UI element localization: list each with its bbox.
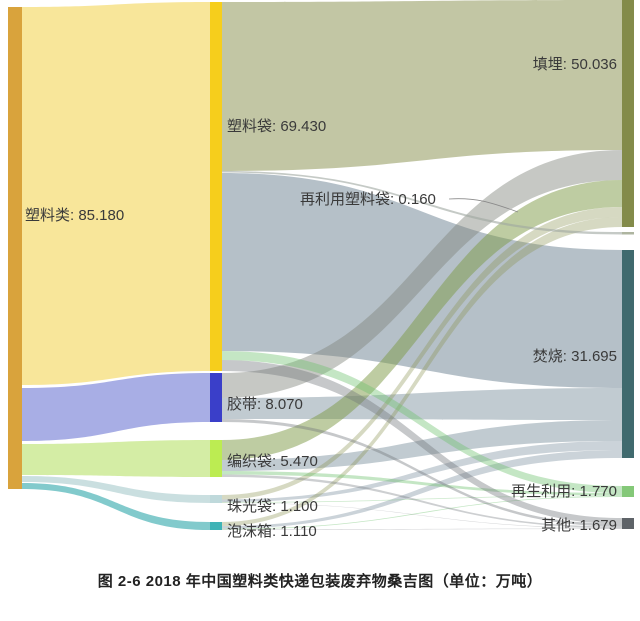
flow-pearl-bag-other [222, 502, 622, 529]
figure-caption: 图 2-6 2018 年中国塑料类快递包装废弃物桑吉图（单位：万吨） [97, 573, 543, 590]
flow-plastic-bag-reused-plastic-bag [222, 171, 622, 235]
node-label-plastic-bag: 塑料袋: 69.430 [227, 118, 326, 135]
node-plastic-bag [210, 2, 222, 371]
node-plastic-total [8, 7, 22, 489]
flow-woven-bag-recycling [222, 471, 622, 496]
sankey-diagram: 塑料类: 85.180 塑料袋: 69.430 胶带: 8.070 编织袋: 5.47… [8, 0, 634, 540]
node-recycling [622, 486, 634, 497]
node-label-incineration: 焚烧: 31.695 [533, 348, 617, 365]
flow-plastic-bag-recycling [222, 351, 622, 493]
node-foam-box [210, 522, 222, 530]
flow-plastic-bag-incineration [222, 173, 622, 388]
node-landfill [622, 0, 634, 227]
node-label-woven-bag: 编织袋: 5.470 [227, 453, 318, 470]
flow-plastic-total-woven-bag [22, 440, 210, 477]
node-label-reused-plastic-bag: 再利用塑料袋: 0.160 [300, 191, 436, 208]
flow-tape-landfill [222, 150, 622, 398]
node-label-plastic-total: 塑料类: 85.180 [25, 207, 124, 224]
node-incineration [622, 250, 634, 458]
node-label-foam-box: 泡沫箱: 1.110 [227, 523, 317, 540]
node-label-landfill: 填埋: 50.036 [533, 56, 617, 73]
flow-woven-bag-incineration [222, 420, 622, 471]
flow-tape-incineration [222, 388, 622, 420]
node-other [622, 518, 634, 529]
flow-foam-box-other [222, 528, 622, 530]
flow-woven-bag-other [222, 474, 622, 528]
flow-woven-bag-landfill [222, 180, 622, 460]
flow-foam-box-incineration [222, 450, 622, 529]
flow-foam-box-recycling [222, 496, 622, 530]
node-woven-bag [210, 440, 222, 477]
flow-plastic-total-tape [22, 373, 210, 441]
flow-plastic-total-plastic-bag [22, 2, 210, 385]
flow-pearl-bag-incineration [222, 441, 622, 502]
node-reused-plastic-bag [622, 232, 634, 235]
flow-plastic-total-pearl-bag [22, 476, 210, 503]
flow-pearl-bag-recycling [222, 495, 622, 503]
node-label-tape: 胶带: 8.070 [227, 396, 303, 413]
flow-plastic-bag-other [222, 360, 622, 524]
flow-pearl-bag-landfill [222, 207, 622, 500]
node-label-other: 其他: 1.679 [541, 517, 617, 534]
node-label-recycling: 再生利用: 1.770 [511, 483, 617, 500]
flow-foam-box-landfill [222, 217, 622, 526]
flow-tape-other [222, 419, 622, 527]
node-label-pearl-bag: 珠光袋: 1.100 [227, 498, 318, 515]
reused-plastic-bag-leader-line [448, 198, 519, 213]
flow-plastic-total-foam-box [22, 483, 210, 530]
flow-plastic-bag-landfill [222, 0, 622, 171]
node-pearl-bag [210, 495, 222, 503]
node-tape [210, 373, 222, 422]
